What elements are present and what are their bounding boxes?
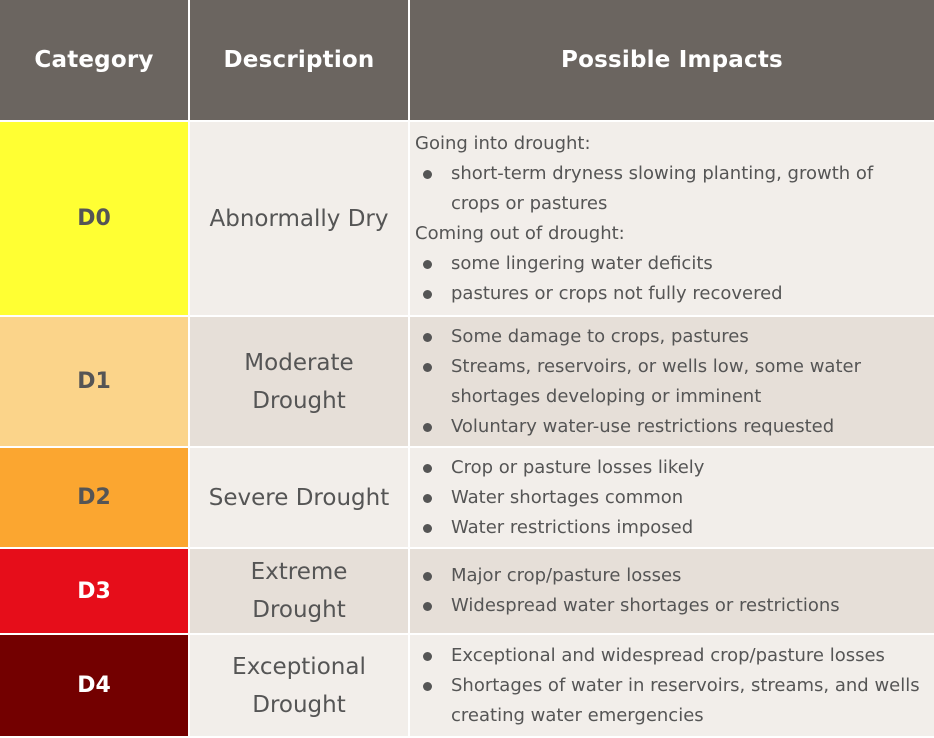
list-item: Major crop/pasture losses bbox=[415, 561, 924, 591]
description-cell: Abnormally Dry bbox=[190, 122, 410, 317]
bullet-icon bbox=[423, 169, 432, 179]
category-cell: D1 bbox=[0, 317, 190, 448]
list-item-text: Water restrictions imposed bbox=[451, 516, 694, 538]
bullet-icon bbox=[423, 362, 432, 372]
table-row-d1: D1 Moderate Drought Some damage to crops… bbox=[0, 317, 934, 448]
list-item: pastures or crops not fully recovered bbox=[415, 279, 924, 309]
list-item: some lingering water deficits bbox=[415, 249, 924, 279]
header-category: Category bbox=[0, 0, 190, 122]
description-cell: Exceptional Drought bbox=[190, 635, 410, 738]
description-cell: Moderate Drought bbox=[190, 317, 410, 448]
table-row-d4: D4 Exceptional Drought Exceptional and w… bbox=[0, 635, 934, 738]
category-label: D1 bbox=[77, 369, 111, 394]
bullet-icon bbox=[423, 572, 432, 581]
list-item-text: some lingering water deficits bbox=[451, 252, 713, 274]
list-item-text: short-term dryness slowing planting, gro… bbox=[451, 162, 874, 214]
category-cell: D2 bbox=[0, 448, 190, 549]
list-item-text: Shortages of water in reservoirs, stream… bbox=[451, 674, 920, 726]
list-item: Streams, reservoirs, or wells low, some … bbox=[415, 352, 924, 412]
list-item-text: Some damage to crops, pastures bbox=[451, 325, 749, 347]
bullet-icon bbox=[423, 493, 432, 503]
header-description: Description bbox=[190, 0, 410, 122]
bullet-icon bbox=[423, 259, 432, 269]
table-row-d2: D2 Severe Drought Crop or pasture losses… bbox=[0, 448, 934, 549]
header-impacts: Possible Impacts bbox=[410, 0, 934, 122]
category-cell: D4 bbox=[0, 635, 190, 738]
list-item-text: Widespread water shortages or restrictio… bbox=[451, 595, 840, 616]
list-item: Some damage to crops, pastures bbox=[415, 322, 924, 352]
list-item: Voluntary water-use restrictions request… bbox=[415, 412, 924, 442]
category-label: D0 bbox=[77, 206, 111, 231]
list-item-text: Voluntary water-use restrictions request… bbox=[451, 415, 835, 437]
list-item: short-term dryness slowing planting, gro… bbox=[415, 159, 924, 219]
list-item-text: Water shortages common bbox=[451, 486, 684, 508]
impacts-cell: Going into drought: short-term dryness s… bbox=[410, 122, 934, 317]
impacts-list: Major crop/pasture losses Widespread wat… bbox=[415, 561, 924, 621]
bullet-icon bbox=[423, 289, 432, 299]
list-item-text: pastures or crops not fully recovered bbox=[451, 282, 783, 304]
impacts-list: Crop or pasture losses likely Water shor… bbox=[415, 453, 924, 543]
list-item: Shortages of water in reservoirs, stream… bbox=[415, 671, 924, 731]
bullet-icon bbox=[423, 651, 432, 661]
category-cell: D0 bbox=[0, 122, 190, 317]
bullet-icon bbox=[423, 602, 432, 611]
impacts-list: short-term dryness slowing planting, gro… bbox=[415, 159, 924, 219]
impacts-cell: Major crop/pasture losses Widespread wat… bbox=[410, 549, 934, 635]
list-item: Water restrictions imposed bbox=[415, 513, 924, 543]
table-header-row: Category Description Possible Impacts bbox=[0, 0, 934, 122]
bullet-icon bbox=[423, 523, 432, 533]
category-label: D4 bbox=[77, 673, 111, 698]
description-text: Moderate Drought bbox=[244, 349, 354, 414]
impacts-list: Some damage to crops, pastures Streams, … bbox=[415, 322, 924, 442]
table-row-d0: D0 Abnormally Dry Going into drought: sh… bbox=[0, 122, 934, 317]
bullet-icon bbox=[423, 681, 432, 691]
description-cell: Severe Drought bbox=[190, 448, 410, 549]
impacts-cell: Some damage to crops, pastures Streams, … bbox=[410, 317, 934, 448]
bullet-icon bbox=[423, 422, 432, 432]
list-item: Exceptional and widespread crop/pasture … bbox=[415, 641, 924, 671]
category-label: D3 bbox=[77, 578, 111, 604]
impacts-list: Exceptional and widespread crop/pasture … bbox=[415, 641, 924, 731]
list-item-text: Major crop/pasture losses bbox=[451, 565, 682, 586]
impacts-cell: Exceptional and widespread crop/pasture … bbox=[410, 635, 934, 738]
list-item: Crop or pasture losses likely bbox=[415, 453, 924, 483]
list-item-text: Streams, reservoirs, or wells low, some … bbox=[451, 355, 861, 407]
description-text: Severe Drought bbox=[208, 484, 390, 511]
list-item: Widespread water shortages or restrictio… bbox=[415, 591, 924, 621]
table-row-d3: D3 Extreme Drought Major crop/pasture lo… bbox=[0, 549, 934, 635]
impacts-heading: Going into drought: bbox=[415, 132, 591, 154]
impacts-list: some lingering water deficits pastures o… bbox=[415, 249, 924, 309]
description-text: Abnormally Dry bbox=[209, 205, 389, 232]
bullet-icon bbox=[423, 463, 432, 473]
impacts-heading: Coming out of drought: bbox=[415, 222, 625, 244]
category-cell: D3 bbox=[0, 549, 190, 635]
bullet-icon bbox=[423, 332, 432, 342]
description-cell: Extreme Drought bbox=[190, 549, 410, 635]
list-item: Water shortages common bbox=[415, 483, 924, 513]
description-text: Extreme Drought bbox=[250, 559, 348, 623]
category-label: D2 bbox=[77, 485, 111, 510]
description-text: Exceptional Drought bbox=[232, 653, 366, 718]
impacts-cell: Crop or pasture losses likely Water shor… bbox=[410, 448, 934, 549]
list-item-text: Crop or pasture losses likely bbox=[451, 456, 705, 478]
list-item-text: Exceptional and widespread crop/pasture … bbox=[451, 644, 885, 666]
